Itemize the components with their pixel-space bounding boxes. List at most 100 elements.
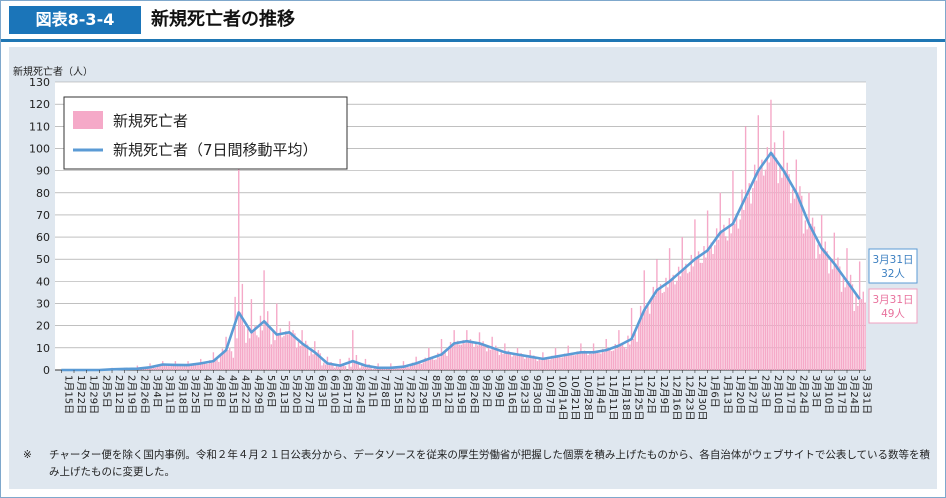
daily-death-bar	[324, 364, 327, 370]
x-tick-label: 3月17日	[835, 375, 847, 414]
daily-death-bar	[319, 353, 321, 370]
daily-death-bar	[645, 310, 647, 370]
daily-death-bar	[151, 367, 153, 370]
daily-death-bar	[475, 342, 477, 370]
daily-death-bar	[864, 302, 866, 370]
daily-death-bar	[858, 261, 861, 370]
x-tick-label: 6月3日	[316, 375, 328, 408]
daily-death-bar	[227, 350, 229, 370]
daily-death-bar	[444, 351, 446, 370]
daily-death-bar	[750, 203, 752, 370]
daily-death-bar	[413, 364, 416, 370]
daily-death-bar	[772, 152, 774, 370]
y-tick-label: 30	[36, 298, 50, 311]
daily-death-bar	[663, 291, 665, 370]
daily-death-bar	[779, 166, 781, 370]
daily-death-bar	[846, 248, 848, 370]
daily-death-bar	[551, 355, 553, 370]
x-tick-label: 4月1日	[202, 375, 214, 408]
daily-death-bar	[525, 355, 528, 370]
x-tick-label: 3月24日	[848, 375, 860, 414]
daily-death-bar	[777, 183, 779, 370]
daily-death-bar	[384, 369, 387, 370]
callout-average-date: 3月31日	[872, 254, 913, 266]
daily-death-bar	[230, 351, 233, 370]
daily-death-bar	[735, 213, 738, 370]
daily-death-bar	[143, 368, 146, 370]
daily-death-bar	[176, 364, 178, 370]
daily-death-bar	[629, 344, 631, 370]
daily-death-bar	[719, 192, 721, 370]
daily-death-bar	[265, 321, 267, 370]
daily-death-bar	[605, 338, 607, 370]
x-tick-label: 1月6日	[709, 375, 721, 408]
daily-death-bar	[411, 362, 414, 370]
x-tick-label: 12月9日	[658, 375, 670, 414]
daily-death-bar	[341, 365, 343, 370]
x-tick-label: 4月15日	[227, 375, 239, 414]
daily-death-bar	[330, 362, 332, 370]
daily-death-bar	[815, 258, 817, 370]
daily-death-bar	[681, 237, 683, 370]
x-tick-label: 3月31日	[861, 375, 873, 414]
x-tick-label: 10月14日	[557, 375, 569, 420]
daily-death-bar	[429, 358, 432, 370]
y-tick-label: 50	[36, 253, 50, 266]
x-tick-label: 7月1日	[367, 375, 379, 408]
daily-death-bar	[156, 365, 158, 370]
x-tick-label: 2月5日	[100, 375, 112, 408]
daily-death-bar	[554, 347, 557, 370]
daily-death-bar	[410, 365, 412, 370]
daily-death-bar	[292, 330, 294, 370]
daily-death-bar	[295, 347, 298, 370]
daily-death-bar	[692, 266, 694, 370]
daily-death-bar	[656, 259, 658, 370]
daily-death-bar	[181, 366, 184, 370]
daily-death-bar	[598, 353, 600, 370]
daily-death-bar	[408, 367, 410, 370]
daily-death-bar	[424, 357, 426, 370]
y-tick-label: 0	[43, 364, 50, 377]
daily-death-bar	[609, 347, 611, 370]
daily-death-bar	[328, 363, 330, 370]
daily-death-bar	[321, 365, 323, 370]
daily-death-bar	[746, 197, 749, 370]
x-tick-label: 11月25日	[633, 375, 645, 420]
daily-death-bar	[194, 364, 196, 370]
x-tick-label: 7月22日	[405, 375, 417, 414]
daily-death-bar	[438, 357, 441, 370]
daily-death-bar	[677, 266, 680, 370]
daily-death-bar	[690, 254, 693, 370]
daily-death-bar	[323, 362, 325, 370]
daily-death-bar	[782, 130, 785, 370]
daily-death-bar	[833, 232, 836, 370]
legend-bar-swatch	[73, 111, 103, 129]
daily-death-bar	[272, 331, 274, 370]
daily-death-bar	[248, 338, 251, 370]
daily-death-bar	[437, 352, 439, 370]
daily-death-bar	[446, 355, 448, 370]
daily-death-bar	[757, 115, 759, 370]
daily-death-bar	[639, 305, 642, 370]
daily-death-bar	[482, 341, 484, 370]
daily-death-bar	[165, 363, 168, 370]
daily-death-bar	[147, 368, 149, 370]
x-tick-label: 2月19日	[126, 375, 138, 414]
daily-death-bar	[753, 164, 756, 370]
daily-death-bar	[238, 168, 240, 370]
daily-death-bar	[348, 357, 350, 370]
daily-death-bar	[759, 170, 761, 370]
daily-death-bar	[529, 350, 531, 370]
daily-death-bar	[788, 174, 790, 370]
daily-death-bar	[679, 276, 682, 370]
daily-death-bar	[739, 219, 741, 370]
daily-death-bar	[531, 356, 533, 370]
daily-death-bar	[524, 358, 526, 370]
daily-death-bar	[556, 356, 559, 370]
daily-death-bar	[723, 224, 725, 370]
daily-death-bar	[743, 209, 745, 370]
daily-death-bar	[840, 291, 843, 370]
daily-death-bar	[614, 343, 616, 370]
daily-death-bar	[560, 357, 562, 370]
